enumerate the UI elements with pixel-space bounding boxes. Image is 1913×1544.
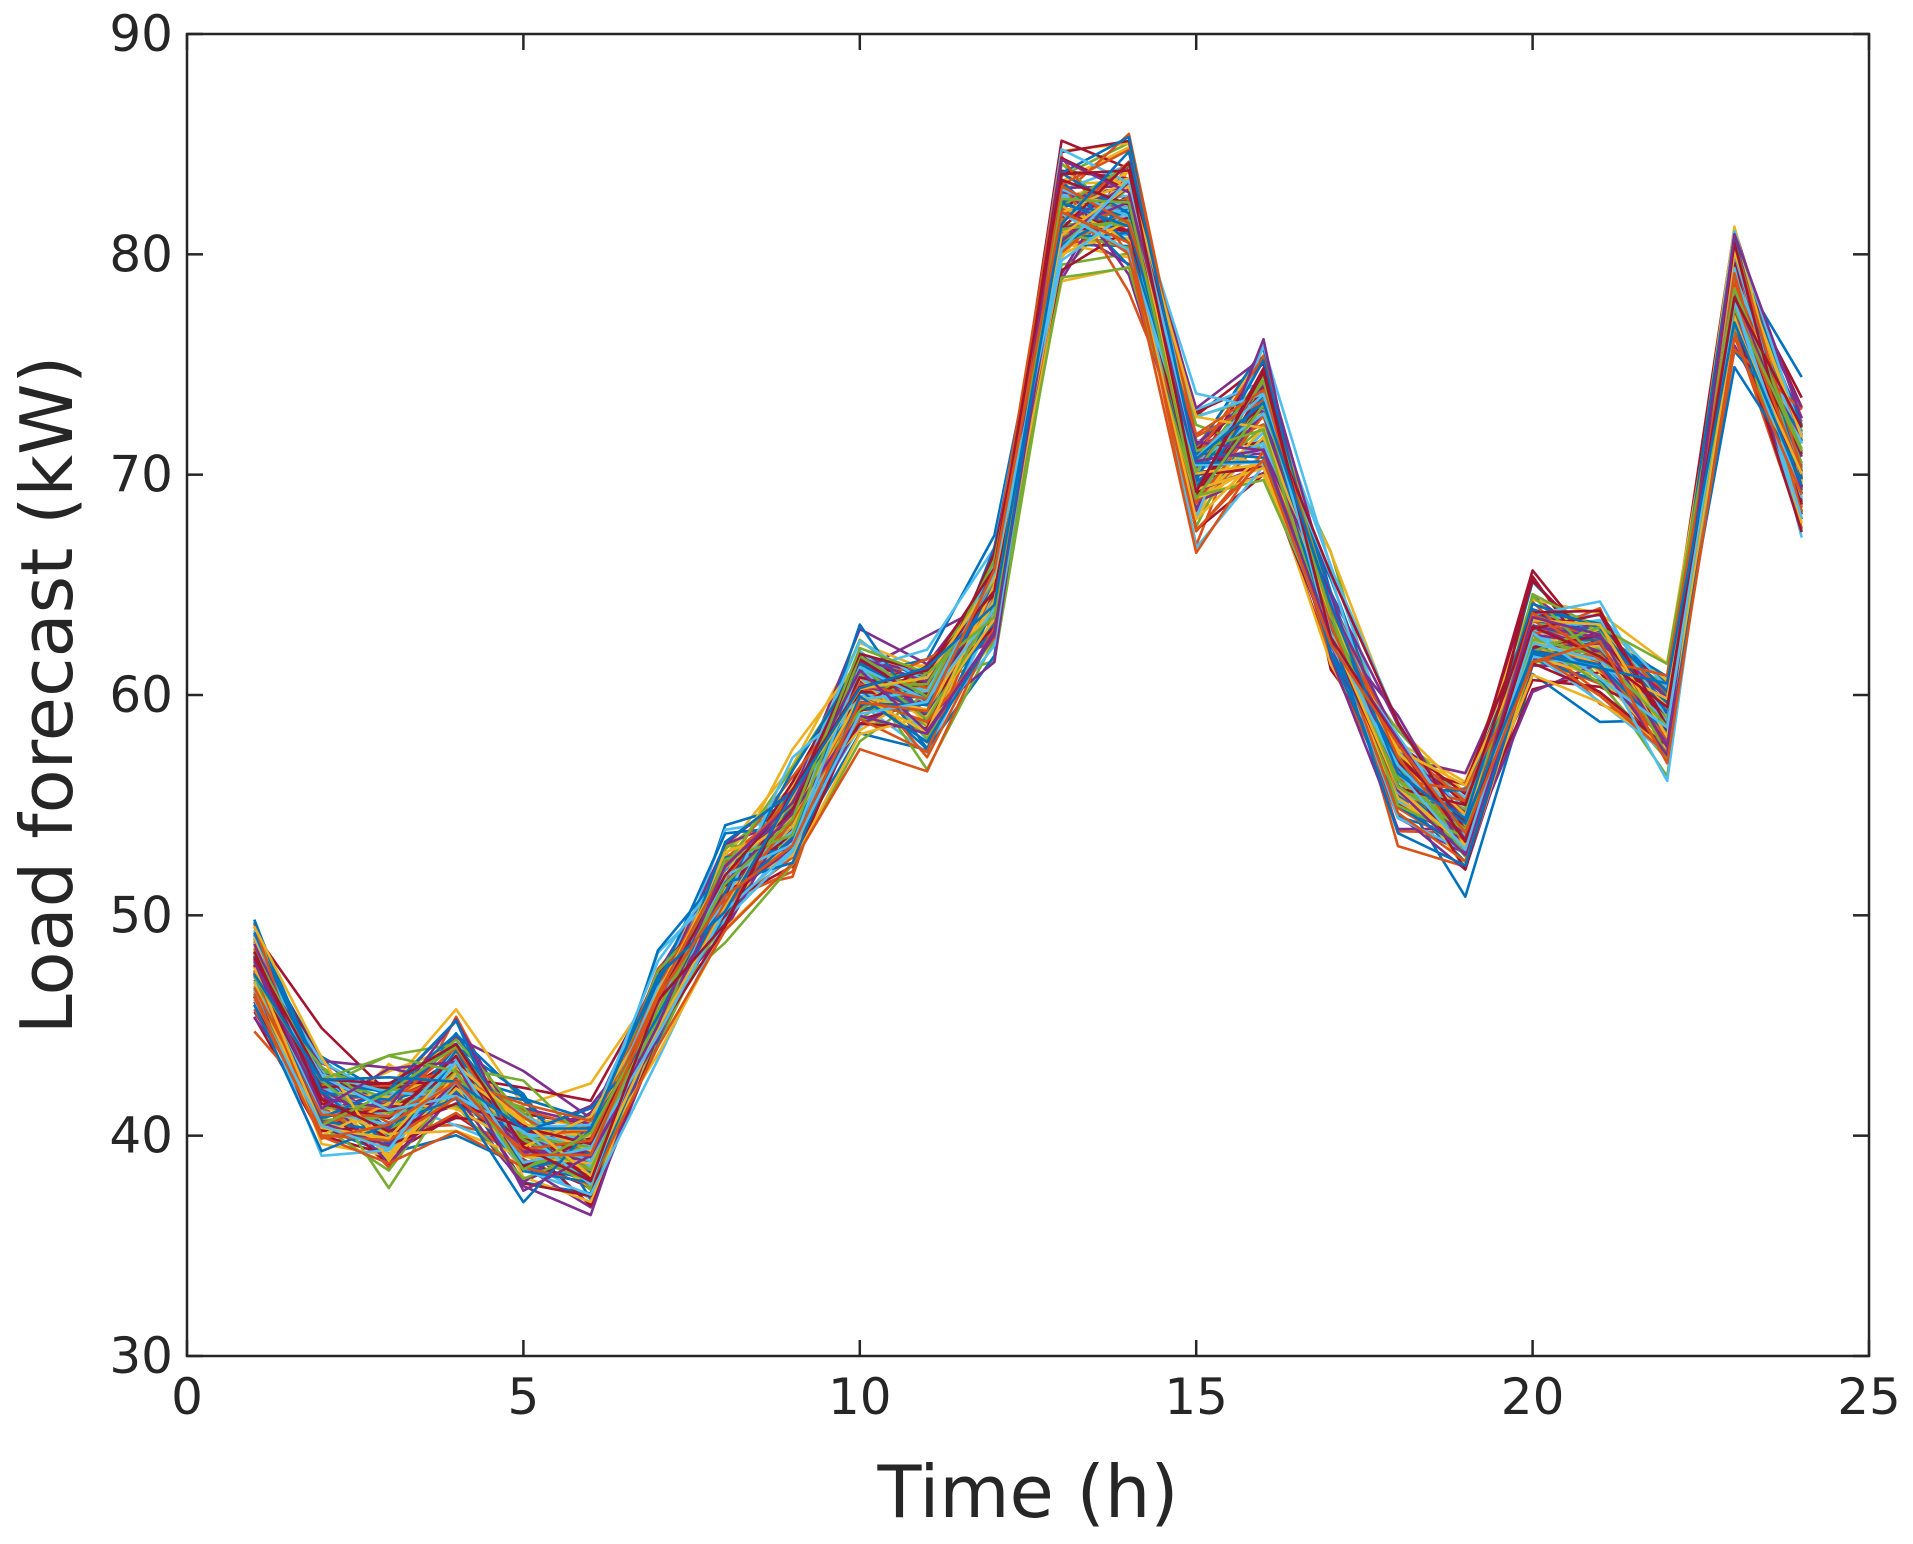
series-line-6 — [253, 194, 1803, 1201]
y-tick-label-60: 60 — [109, 666, 173, 724]
series-line-99 — [253, 150, 1803, 1130]
series-lines — [253, 132, 1803, 1217]
y-tick-label-50: 50 — [109, 886, 173, 944]
x-tick-label-5: 5 — [507, 1368, 539, 1426]
series-line-23 — [253, 197, 1803, 1150]
series-line-67 — [253, 178, 1803, 1217]
y-tick-label-30: 30 — [109, 1327, 173, 1385]
series-line-5 — [253, 196, 1803, 1192]
series-line-26 — [253, 197, 1803, 1168]
axis-ticks: 0 5 10 15 20 25 30 40 50 60 70 80 90 — [109, 5, 1900, 1426]
y-axis-label: Load forecast (kW) — [5, 356, 89, 1035]
x-tick-label-25: 25 — [1837, 1368, 1901, 1426]
x-axis-label: Time (h) — [877, 1450, 1179, 1534]
y-tick-label-70: 70 — [109, 446, 173, 504]
x-tick-label-0: 0 — [171, 1368, 203, 1426]
series-line-51 — [253, 195, 1803, 1169]
x-tick-label-10: 10 — [828, 1368, 892, 1426]
series-line-100 — [253, 210, 1803, 1157]
y-tick-label-40: 40 — [109, 1107, 173, 1165]
series-line-98 — [253, 169, 1803, 1183]
x-tick-label-15: 15 — [1164, 1368, 1228, 1426]
series-line-33 — [253, 201, 1803, 1170]
y-tick-label-90: 90 — [109, 5, 173, 63]
y-tick-label-80: 80 — [109, 225, 173, 283]
x-tick-label-20: 20 — [1501, 1368, 1565, 1426]
